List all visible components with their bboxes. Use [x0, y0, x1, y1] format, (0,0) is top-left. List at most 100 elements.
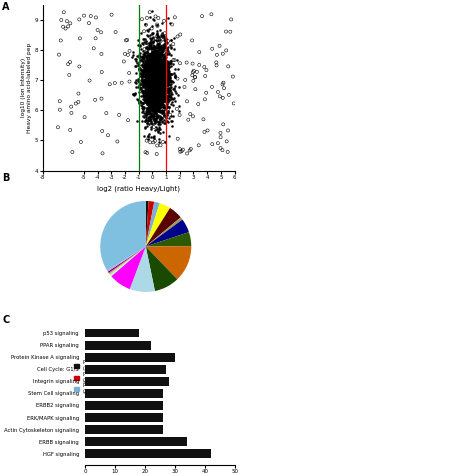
Point [150, 92, 157, 100]
Point [158, 75, 165, 83]
Point [136, 56, 144, 64]
Point [153, 58, 161, 65]
Point [160, 63, 168, 70]
Point [146, 50, 154, 57]
Point [201, 63, 208, 71]
Point [159, 100, 166, 108]
Point [154, 67, 161, 75]
Point [150, 93, 158, 100]
Point [150, 53, 157, 60]
Point [148, 80, 156, 87]
Point [75, 16, 83, 23]
Point [157, 50, 164, 57]
Point [151, 72, 158, 80]
Point [145, 32, 152, 39]
Point [139, 81, 146, 89]
Point [146, 94, 153, 102]
Point [166, 84, 173, 92]
Point [155, 73, 163, 81]
Point [149, 95, 156, 102]
Point [160, 73, 167, 81]
Point [149, 97, 156, 104]
Point [156, 79, 164, 86]
Point [159, 80, 167, 87]
Point [149, 89, 157, 96]
Point [155, 91, 163, 99]
Point [150, 66, 158, 74]
Point [163, 95, 170, 102]
Point [166, 82, 174, 89]
Point [144, 51, 152, 59]
Point [151, 116, 158, 124]
Point [111, 79, 118, 87]
Point [148, 71, 155, 78]
Point [149, 60, 156, 67]
Point [219, 146, 226, 154]
Point [157, 52, 165, 60]
Point [137, 41, 144, 49]
Point [145, 91, 153, 99]
Point [165, 70, 173, 78]
Point [156, 66, 164, 74]
Point [149, 63, 156, 71]
Point [153, 65, 161, 73]
Point [159, 109, 167, 117]
Point [159, 73, 166, 81]
Point [165, 91, 173, 99]
Point [146, 68, 154, 75]
Point [151, 88, 159, 95]
Point [165, 114, 173, 121]
Point [141, 76, 148, 83]
Point [155, 69, 163, 76]
Point [158, 117, 166, 125]
Point [144, 64, 152, 72]
Point [141, 69, 148, 77]
Point [155, 94, 163, 101]
Point [143, 83, 151, 91]
Point [147, 134, 155, 141]
Point [183, 59, 191, 66]
Point [139, 62, 147, 70]
Point [170, 40, 177, 48]
Point [153, 37, 161, 45]
Point [162, 117, 170, 125]
Point [162, 80, 169, 88]
Point [146, 87, 154, 94]
Point [160, 69, 167, 76]
Point [155, 76, 163, 84]
Point [151, 78, 158, 85]
Point [153, 80, 160, 88]
Point [143, 69, 150, 77]
Point [155, 83, 163, 91]
Point [123, 36, 131, 44]
Point [145, 83, 152, 91]
Point [151, 109, 159, 117]
Point [158, 71, 165, 79]
Point [148, 70, 155, 78]
Point [163, 95, 170, 102]
Point [151, 73, 158, 80]
Point [142, 70, 150, 78]
Point [160, 83, 167, 91]
Point [157, 57, 164, 65]
Point [143, 87, 150, 94]
Point [146, 100, 153, 107]
Point [149, 63, 156, 70]
Point [152, 76, 160, 84]
Point [149, 84, 157, 92]
Point [164, 75, 172, 83]
Point [155, 88, 163, 95]
Point [155, 64, 163, 71]
Point [168, 117, 176, 125]
Point [162, 43, 169, 50]
Point [156, 63, 164, 71]
Point [138, 62, 146, 69]
Point [145, 56, 153, 64]
Point [156, 71, 164, 78]
Point [141, 84, 148, 92]
Point [151, 54, 158, 61]
Point [149, 74, 157, 82]
Point [150, 82, 158, 90]
Point [157, 98, 164, 105]
Point [154, 93, 162, 101]
